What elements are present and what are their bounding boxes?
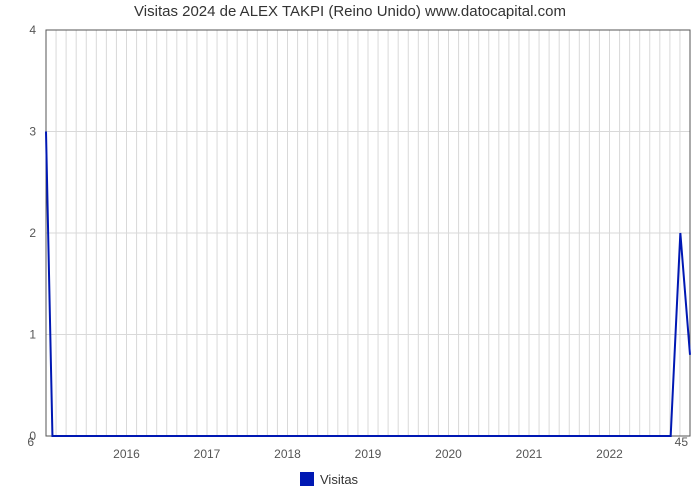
corner-label-left: 6 [27, 435, 34, 449]
y-tick-label: 2 [29, 226, 36, 240]
x-tick-label: 2022 [596, 447, 623, 461]
legend-swatch [300, 472, 314, 486]
x-tick-label: 2019 [355, 447, 382, 461]
chart-container: Visitas 2024 de ALEX TAKPI (Reino Unido)… [0, 0, 700, 500]
x-tick-label: 2017 [194, 447, 221, 461]
y-tick-label: 1 [29, 328, 36, 342]
chart-background [0, 0, 700, 500]
x-tick-label: 2016 [113, 447, 140, 461]
chart-title: Visitas 2024 de ALEX TAKPI (Reino Unido)… [134, 3, 566, 20]
x-tick-label: 2018 [274, 447, 301, 461]
corner-label-right: 45 [675, 435, 689, 449]
y-tick-label: 3 [29, 125, 36, 139]
legend-label: Visitas [320, 472, 359, 487]
x-tick-label: 2020 [435, 447, 462, 461]
y-tick-label: 4 [29, 23, 36, 37]
x-tick-label: 2021 [516, 447, 543, 461]
chart-svg: Visitas 2024 de ALEX TAKPI (Reino Unido)… [0, 0, 700, 500]
